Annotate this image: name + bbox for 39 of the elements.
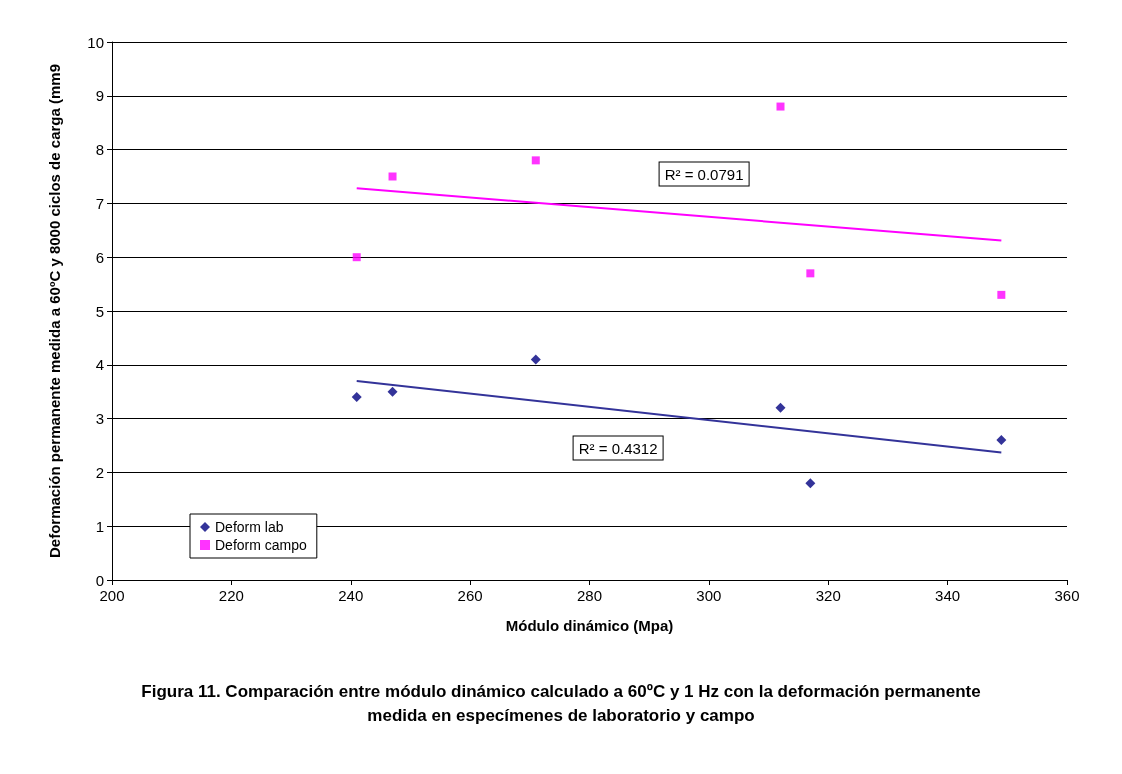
- y-tick-label: 7: [95, 194, 104, 212]
- y-tick-label: 6: [95, 248, 104, 266]
- y-tick-label: 2: [95, 463, 104, 481]
- point: [531, 156, 540, 165]
- x-tick-label: 320: [815, 587, 841, 604]
- text: Figura 11. Comparación entre módulo dinámico calculado a 60ºC y 1 Hz con la deformación permanente medida en especímenes de laboratorio y campo: [140, 681, 982, 727]
- legend-label: Deform campo: [215, 537, 308, 553]
- point: [351, 392, 362, 403]
- y-tick-label: 10: [87, 33, 104, 51]
- point: [776, 102, 785, 111]
- y-tick-label: 8: [95, 141, 104, 159]
- y-tick-label: 9: [95, 87, 104, 105]
- point: [352, 253, 361, 262]
- x-tick-label: 340: [935, 587, 961, 604]
- x-tick-label: 220: [218, 587, 244, 604]
- point: [806, 269, 815, 278]
- x-tick-label: 300: [696, 587, 722, 604]
- y-tick-label: 5: [95, 302, 104, 320]
- point: [387, 386, 398, 397]
- point: [775, 402, 786, 413]
- y-tick-label: 1: [95, 517, 104, 535]
- y-tick-label: 0: [95, 571, 104, 589]
- x-tick-label: 240: [338, 587, 364, 604]
- y-tick-label: 4: [95, 356, 104, 374]
- annotation: R² = 0.0791: [658, 161, 750, 187]
- x-tick-label: 280: [576, 587, 603, 604]
- point: [388, 172, 397, 181]
- x-axis-title: Módulo dinámico (Mpa): [505, 617, 674, 634]
- point: [997, 290, 1006, 299]
- x-tick-label: 200: [99, 587, 125, 604]
- x-tick-label: 360: [1054, 587, 1080, 604]
- point: [805, 478, 816, 489]
- legend-label: Deform lab: [215, 519, 284, 535]
- point: [530, 354, 541, 365]
- y-tick-label: 3: [95, 410, 104, 428]
- point: [996, 435, 1007, 446]
- annotation: R² = 0.4312: [572, 435, 664, 461]
- y-axis-title: Deformación permanente medida a 60ºC y 8000 ciclos de carga (mm9: [45, 63, 63, 559]
- x-tick-label: 260: [457, 587, 483, 604]
